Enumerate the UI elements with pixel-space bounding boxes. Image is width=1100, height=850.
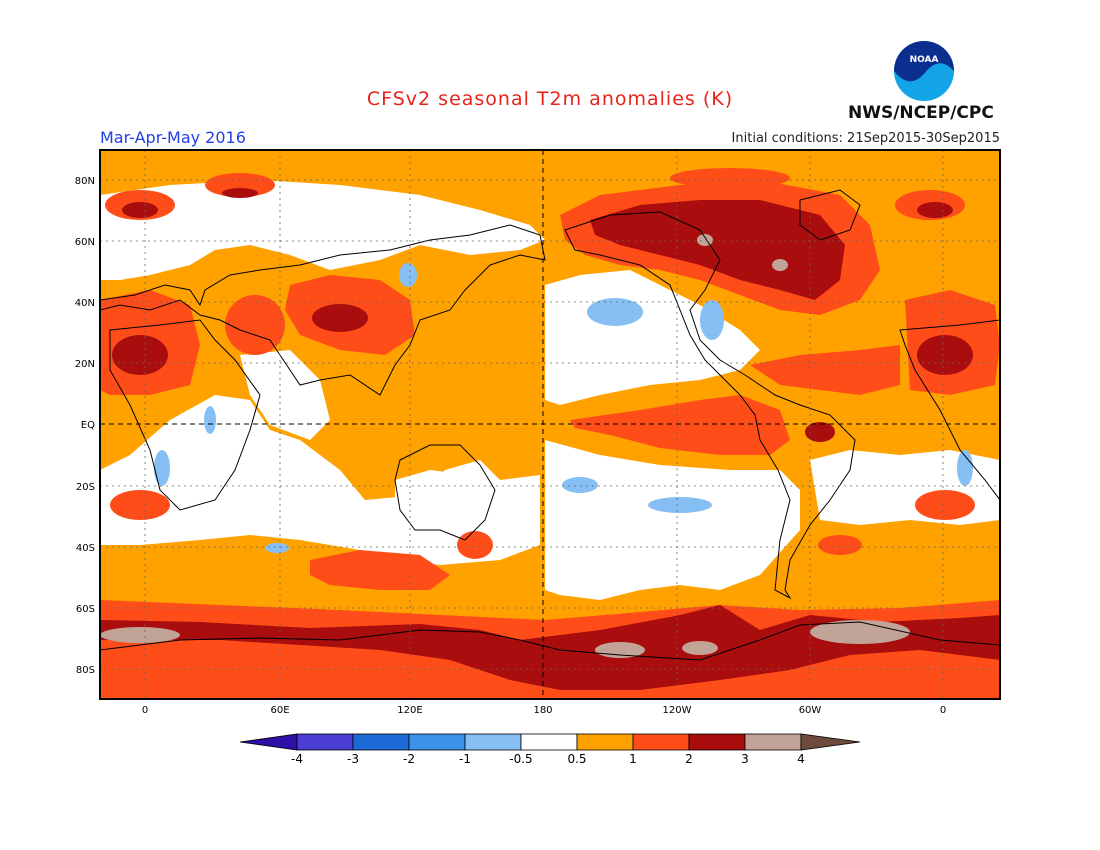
anomaly-region-darkred [112,335,168,375]
anomaly-region-brown [100,627,180,643]
anomaly-region-white [240,350,330,440]
longitude-label: 0 [940,705,946,716]
latitude-labels: 80N 60N 40N 20N EQ 20S 40S 60S 80S [75,176,95,676]
anomaly-region-darkred [917,335,973,375]
anomaly-region-lightblue [957,450,973,486]
longitude-label: 60E [270,705,289,716]
latitude-label: EQ [81,420,95,431]
anomaly-region-darkred [312,304,368,332]
latitude-label: 80N [75,176,95,187]
anomaly-region-red [310,550,450,590]
anomaly-region-red [205,173,275,197]
anomaly-region-brown [810,620,910,644]
noaa-logo-text: NOAA [910,55,939,65]
coastline-australia [394,444,496,541]
anomaly-region-lightblue [265,543,289,553]
longitude-label: 120E [397,705,422,716]
longitude-label: 180 [533,705,552,716]
coastline-greenland [799,189,861,241]
anomaly-region-darkred [590,200,845,300]
latitude-label: 80S [76,665,95,676]
initial-conditions-label: Initial conditions: 21Sep2015-30Sep2015 [731,131,1000,146]
anomaly-region-red [670,168,790,188]
longitude-label: 0 [142,705,148,716]
anomaly-region-lightblue [700,300,724,340]
anomaly-region-red [570,395,790,455]
noaa-logo: NOAA [894,41,954,101]
coastline-africa [109,319,261,511]
anomaly-region-brown [772,259,788,271]
anomaly-region-brown [697,234,713,246]
latitude-label: 60S [76,604,95,615]
anomaly-region-lightblue [648,497,712,513]
coastlines [100,189,1000,661]
latitude-label: 20S [76,482,95,493]
anomaly-region-white [545,440,800,600]
latitude-label: 40S [76,543,95,554]
anomaly-region-darkred [122,202,158,218]
latitude-label: 20N [75,359,95,370]
coastline-americas [564,211,856,600]
anomaly-region-lightblue [562,477,598,493]
anomaly-region-red [750,345,900,395]
anomaly-region-red [225,295,285,355]
anomaly-region-red [915,490,975,520]
anomaly-region-lightblue [154,450,170,486]
coastline-antimeridian-africa [899,319,1000,501]
anomaly-region-lightblue [399,263,417,287]
anomaly-region-darkred [222,188,258,198]
coastline-eurasia [100,224,546,396]
anomaly-region-red [457,531,493,559]
latitude-label: 40N [75,298,95,309]
anomaly-region-lightblue [204,406,216,434]
longitude-labels: 0 60E 120E 180 120W 60W 0 [142,705,946,716]
longitude-label: 60W [799,705,822,716]
agency-label: NWS/NCEP/CPC [848,103,994,123]
anomaly-region-white [100,180,545,280]
anomaly-region-brown [682,641,718,655]
anomaly-region-darkred [917,202,953,218]
anomaly-region-darkred [805,422,835,442]
anomaly-region-red [110,490,170,520]
map-title: CFSv2 seasonal T2m anomalies (K) [366,88,734,110]
longitude-label: 120W [663,705,692,716]
anomaly-region-lightblue [587,298,643,326]
season-label: Mar-Apr-May 2016 [100,128,246,147]
latitude-label: 60N [75,237,95,248]
anomaly-region-red [818,535,862,555]
coastline-antarctica [100,621,1000,661]
graticule [100,150,1000,699]
map-frame [99,149,1001,700]
